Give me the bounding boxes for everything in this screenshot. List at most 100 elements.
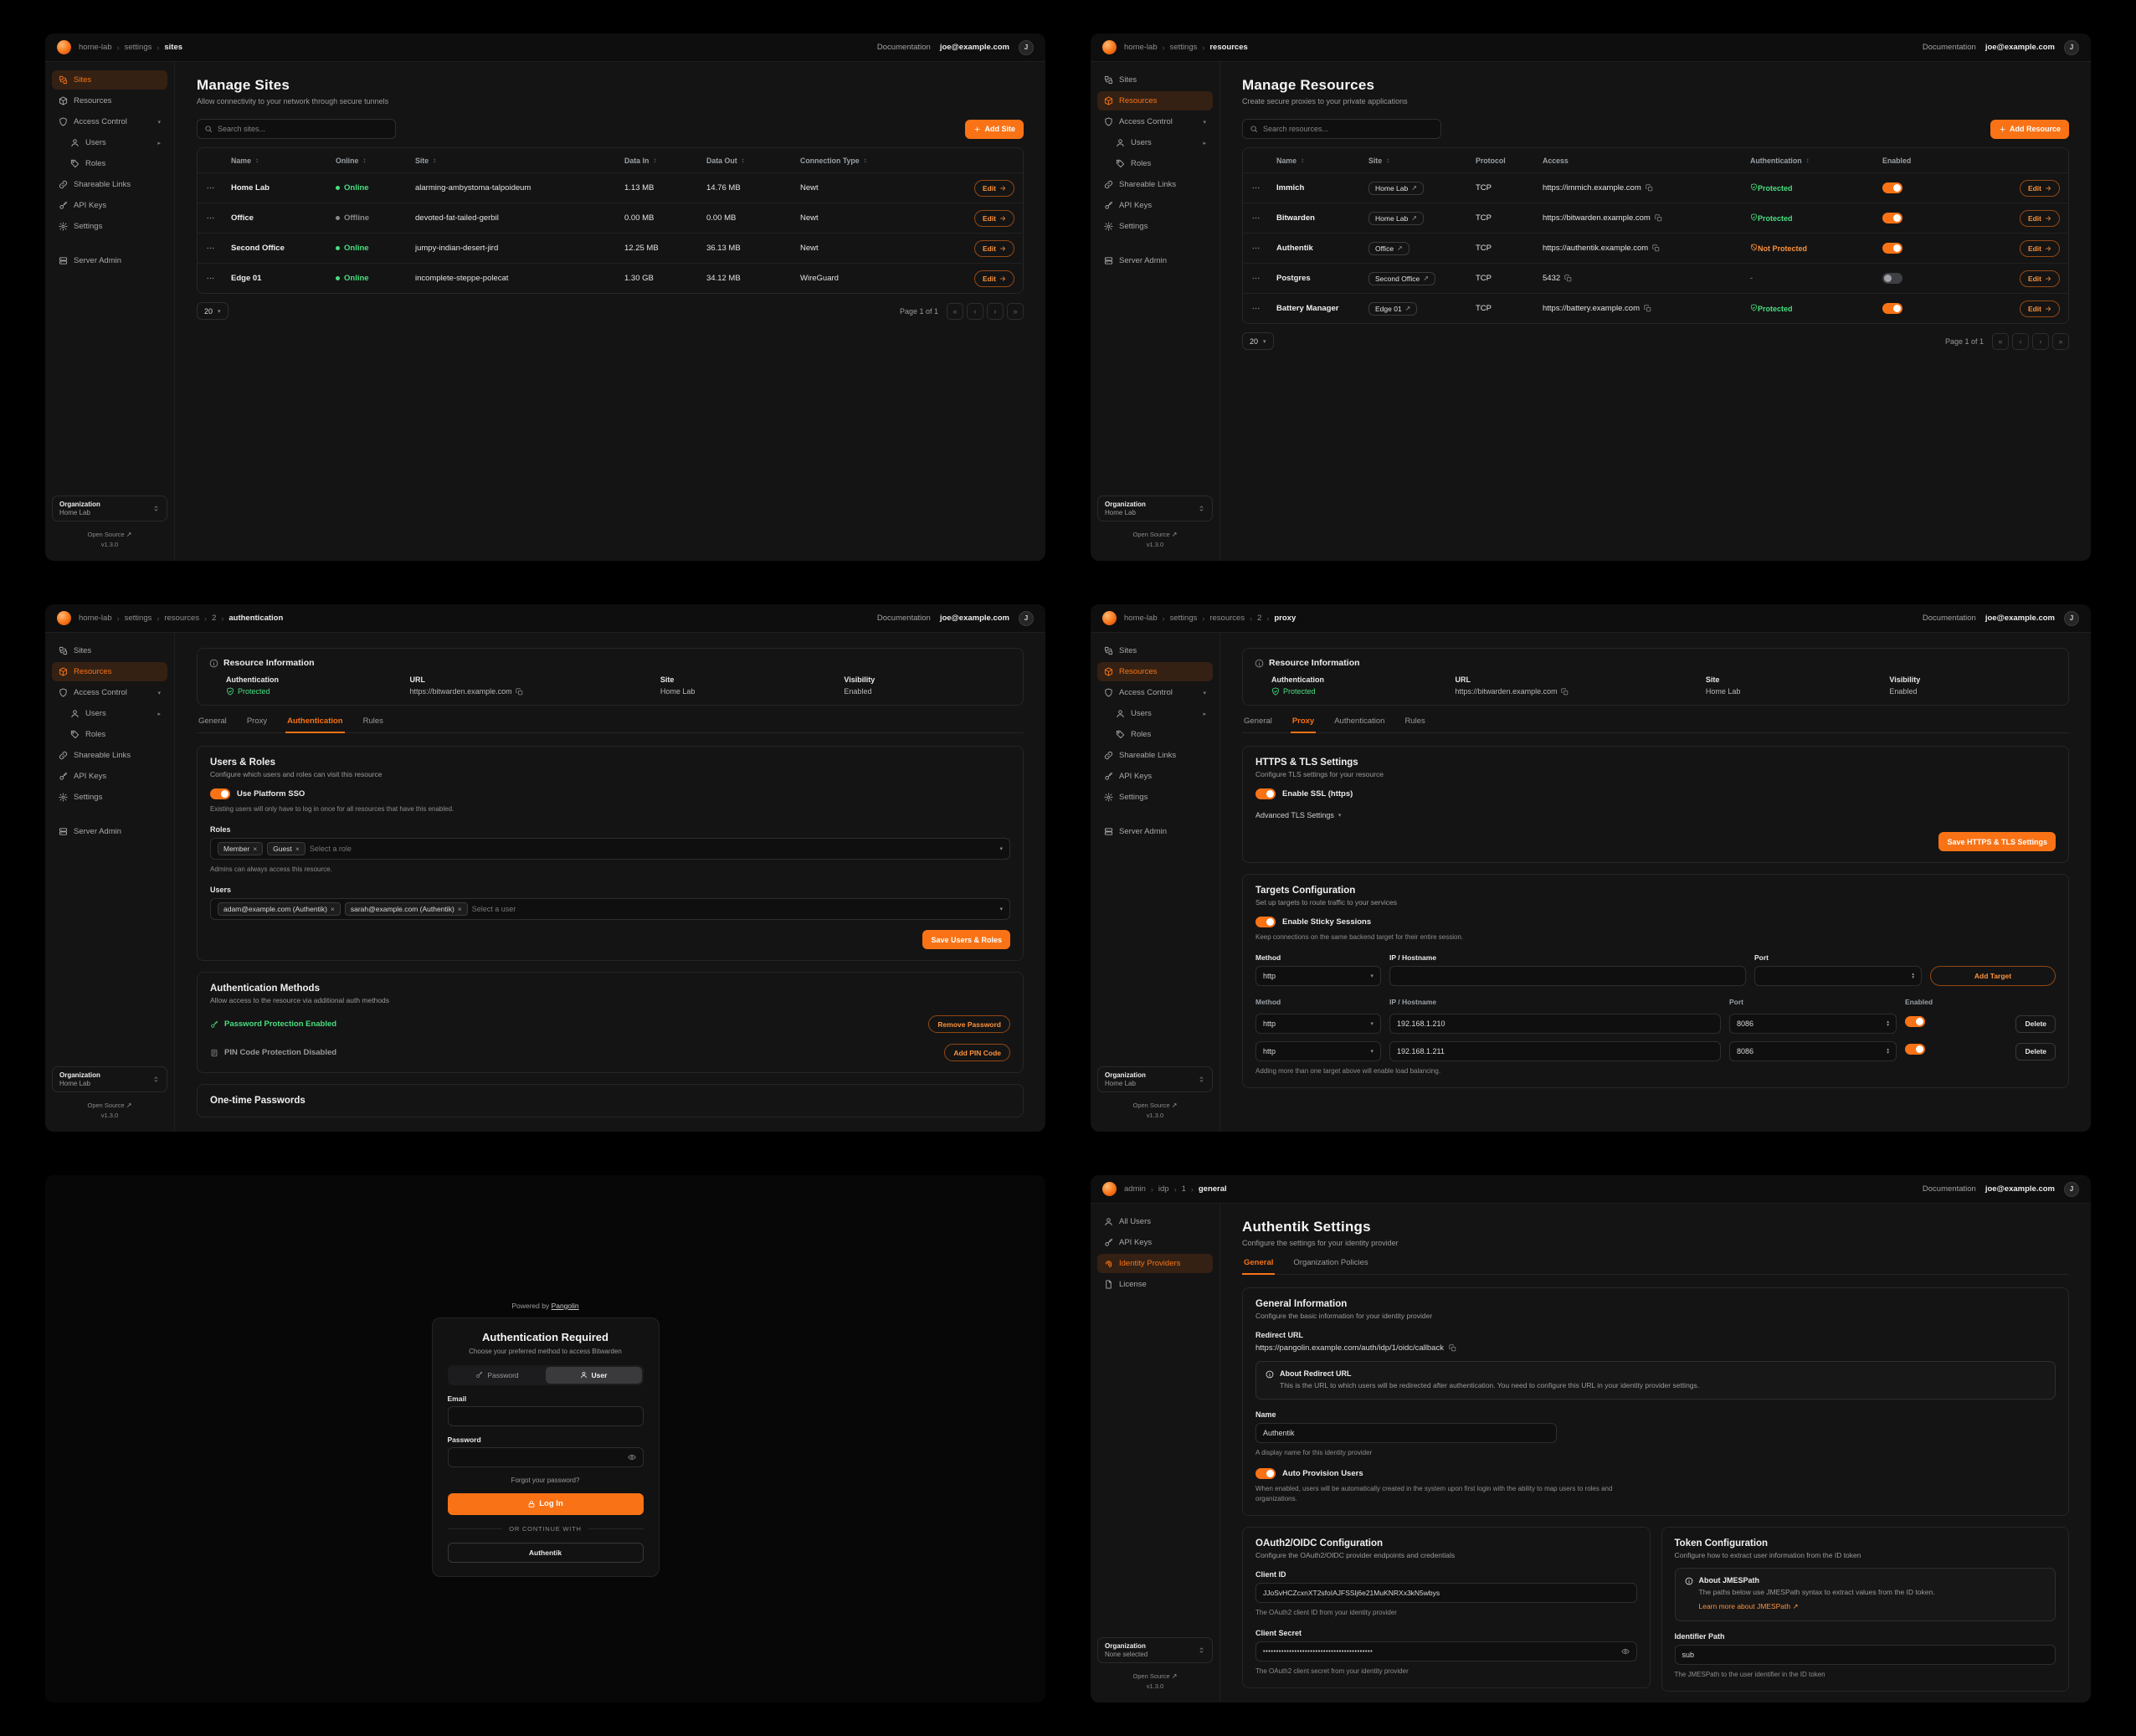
open-source-link[interactable]: Open Source ↗ xyxy=(1132,1672,1178,1680)
column-header-site[interactable]: Site ↕ xyxy=(1368,156,1390,165)
add-pin-button[interactable]: Add PIN Code xyxy=(944,1044,1010,1061)
first-page-button[interactable]: « xyxy=(1992,332,2009,350)
port-input[interactable]: 8086 ▴ ▾ xyxy=(1729,1041,1897,1061)
last-page-button[interactable]: » xyxy=(2052,332,2069,350)
sidebar-item-users[interactable]: Users ▸ xyxy=(64,704,167,723)
site-link[interactable]: Home Lab ↗ xyxy=(1368,181,1424,195)
remove-chip-icon[interactable]: × xyxy=(330,905,335,913)
sidebar-item-access-control[interactable]: Access Control ▾ xyxy=(52,112,167,131)
avatar[interactable]: J xyxy=(1019,39,1034,55)
sticky-sessions-toggle[interactable] xyxy=(1255,917,1276,927)
site-link[interactable]: Home Lab ↗ xyxy=(1368,211,1424,225)
breadcrumb-item[interactable]: settings xyxy=(124,614,152,623)
column-header-data-out[interactable]: Data Out ↕ xyxy=(706,156,745,165)
selected-chip[interactable]: sarah@example.com (Authentik) × xyxy=(344,902,468,916)
forgot-password-link[interactable]: Forgot your password? xyxy=(511,1476,580,1484)
ip-hostname-input[interactable]: 192.168.1.210 xyxy=(1389,1014,1721,1034)
avatar[interactable]: J xyxy=(2064,39,2079,55)
jmespath-learn-link[interactable]: Learn more about JMESPath ↗ xyxy=(1698,1601,1799,1610)
avatar[interactable]: J xyxy=(2064,1181,2079,1197)
sidebar-item-server-admin[interactable]: Server Admin xyxy=(52,251,167,270)
port-input[interactable]: 8086 ▴ ▾ xyxy=(1729,1014,1897,1034)
method-select[interactable]: http ▾ xyxy=(1255,1014,1381,1034)
row-menu-button[interactable] xyxy=(206,244,231,253)
tab-proxy[interactable]: Proxy xyxy=(246,716,268,726)
sidebar-item-shareable-links[interactable]: Shareable Links xyxy=(1097,746,1213,765)
documentation-link[interactable]: Documentation xyxy=(1922,1184,1976,1194)
site-row[interactable]: Office Offline devoted-fat-tailed-gerbil… xyxy=(198,203,1023,233)
site-row[interactable]: Home Lab Online alarming-ambystoma-talpo… xyxy=(198,172,1023,203)
tab-authentication[interactable]: Authentication xyxy=(1334,716,1385,726)
sidebar-item-access-control[interactable]: Access Control ▾ xyxy=(1097,112,1213,131)
open-source-link[interactable]: Open Source ↗ xyxy=(1132,530,1178,538)
open-source-link[interactable]: Open Source ↗ xyxy=(87,530,132,538)
tab-general[interactable]: General xyxy=(1242,1258,1276,1275)
org-selector[interactable]: Organization Home Lab xyxy=(52,1066,167,1092)
log-in-button[interactable]: Log In xyxy=(447,1492,644,1515)
ip-hostname-input[interactable] xyxy=(1389,966,1746,986)
delete-button[interactable]: Delete xyxy=(2015,1042,2056,1061)
target-enabled-toggle[interactable] xyxy=(1905,1044,1925,1055)
selected-chip[interactable]: adam@example.com (Authentik) × xyxy=(218,902,341,916)
eye-icon[interactable] xyxy=(1620,1647,1630,1656)
sidebar-item-access-control[interactable]: Access Control ▾ xyxy=(52,683,167,702)
copy-icon[interactable] xyxy=(1652,244,1660,252)
breadcrumb-item[interactable]: proxy xyxy=(1274,614,1296,623)
search-input[interactable]: Search resources... xyxy=(1242,119,1441,139)
column-header-name[interactable]: Name ↕ xyxy=(1276,156,1304,165)
sidebar-item-roles[interactable]: Roles xyxy=(1109,725,1213,744)
edit-button[interactable]: Edit xyxy=(2019,179,2060,197)
search-input[interactable]: Search sites... xyxy=(197,119,396,139)
breadcrumb-item[interactable]: settings xyxy=(1169,614,1198,623)
site-row[interactable]: Second Office Online jumpy-indian-desert… xyxy=(198,233,1023,263)
avatar[interactable]: J xyxy=(1019,610,1034,626)
sidebar-item-shareable-links[interactable]: Shareable Links xyxy=(52,175,167,194)
breadcrumb-item[interactable]: authentication xyxy=(228,614,284,623)
copy-icon[interactable] xyxy=(1646,184,1653,192)
sidebar-item-api-keys[interactable]: API Keys xyxy=(52,767,167,786)
column-header-site[interactable]: Site ↕ xyxy=(415,156,437,165)
column-header-name[interactable]: Name ↕ xyxy=(231,156,259,165)
row-menu-button[interactable] xyxy=(1251,183,1276,193)
sidebar-item-settings[interactable]: Settings xyxy=(1097,788,1213,807)
row-menu-button[interactable] xyxy=(1251,213,1276,223)
resource-row[interactable]: Battery Manager Edge 01 ↗ TCP https://ba… xyxy=(1243,293,2068,323)
row-menu-button[interactable] xyxy=(1251,244,1276,253)
method-select[interactable]: http ▾ xyxy=(1255,966,1381,986)
tab-rules[interactable]: Rules xyxy=(1404,716,1425,726)
column-header-protocol[interactable]: Protocol xyxy=(1476,156,1506,165)
selected-chip[interactable]: Member × xyxy=(218,842,264,855)
sidebar-item-sites[interactable]: Sites xyxy=(52,641,167,660)
users-combobox[interactable]: adam@example.com (Authentik) × sarah@examp… xyxy=(210,898,1010,920)
breadcrumb-item[interactable]: 2 xyxy=(212,614,217,623)
tab-authentication[interactable]: Authentication xyxy=(285,716,345,733)
sidebar-item-roles[interactable]: Roles xyxy=(1109,154,1213,173)
copy-icon[interactable] xyxy=(1560,687,1569,696)
sidebar-item-resources[interactable]: Resources xyxy=(1097,91,1213,110)
documentation-link[interactable]: Documentation xyxy=(876,614,931,623)
resource-row[interactable]: Authentik Office ↗ TCP https://authentik… xyxy=(1243,233,2068,263)
org-selector[interactable]: Organization None selected xyxy=(1097,1636,1213,1663)
open-source-link[interactable]: Open Source ↗ xyxy=(87,1101,132,1109)
sidebar-item-sites[interactable]: Sites xyxy=(1097,70,1213,90)
page-size-select[interactable]: 20 ▾ xyxy=(197,302,228,320)
site-row[interactable]: Edge 01 Online incomplete-steppe-polecat… xyxy=(198,263,1023,293)
breadcrumb-item[interactable]: home-lab xyxy=(1124,614,1158,623)
identifier-path-input[interactable]: sub xyxy=(1674,1644,2056,1665)
remove-chip-icon[interactable]: × xyxy=(457,905,462,913)
avatar[interactable]: J xyxy=(2064,610,2079,626)
prev-page-button[interactable]: ‹ xyxy=(2012,332,2029,350)
enabled-toggle[interactable] xyxy=(1882,273,1902,284)
user-email[interactable]: joe@example.com xyxy=(939,43,1009,52)
edit-button[interactable]: Edit xyxy=(2019,239,2060,257)
documentation-link[interactable]: Documentation xyxy=(1922,43,1976,52)
sidebar-item-resources[interactable]: Resources xyxy=(52,662,167,681)
column-header-access[interactable]: Access xyxy=(1543,156,1569,165)
org-selector[interactable]: Organization Home Lab xyxy=(1097,495,1213,521)
org-selector[interactable]: Organization Home Lab xyxy=(52,495,167,521)
authentik-sso-button[interactable]: Authentik xyxy=(447,1542,644,1563)
user-email[interactable]: joe@example.com xyxy=(1985,43,2055,52)
sidebar-item-server-admin[interactable]: Server Admin xyxy=(52,822,167,841)
sidebar-item-api-keys[interactable]: API Keys xyxy=(52,196,167,215)
org-selector[interactable]: Organization Home Lab xyxy=(1097,1066,1213,1092)
